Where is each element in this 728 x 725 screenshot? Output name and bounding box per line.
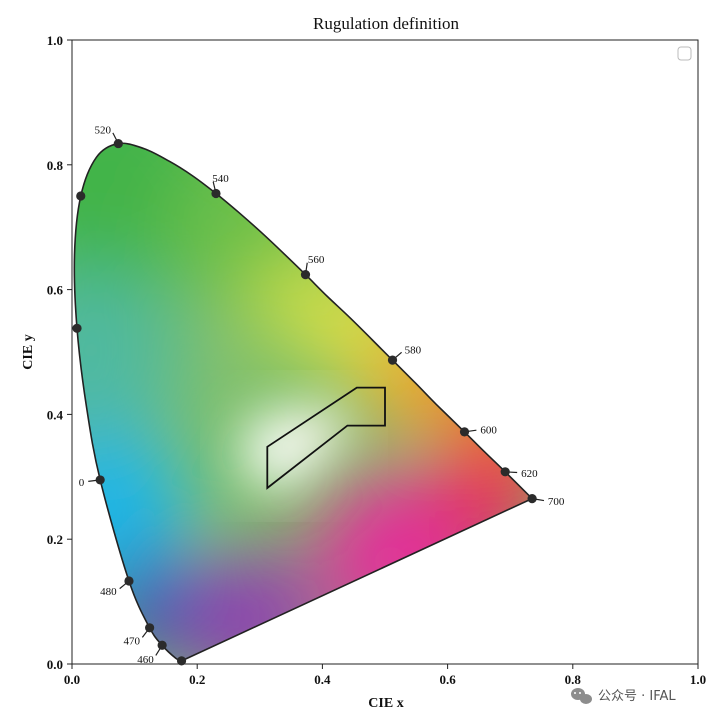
x-tick-label: 0.2 (189, 672, 205, 687)
wavelength-label: 560 (308, 254, 325, 266)
wavelength-marker (500, 467, 510, 477)
wechat-icon (571, 688, 592, 704)
wavelength-label: 470 (123, 636, 140, 648)
wavelength-label: 0 (79, 477, 85, 489)
chart-title: Rugulation definition (313, 14, 459, 33)
wavelength-label: 520 (95, 124, 112, 136)
wavelength-label: 700 (548, 496, 565, 508)
wavelength-tick (395, 351, 403, 358)
x-tick-label: 0.8 (565, 672, 582, 687)
y-tick-label: 0.4 (47, 407, 64, 422)
y-axis-label: CIE y (21, 334, 36, 369)
wavelength-tick (305, 262, 308, 271)
wavelength-label: 460 (137, 654, 154, 666)
x-tick-label: 0.4 (314, 672, 331, 687)
wavelength-tick (112, 132, 118, 141)
spectral-locus (73, 142, 534, 662)
y-tick-label: 0.2 (47, 532, 63, 547)
wavelength-marker (76, 191, 86, 201)
wavelength-tick (119, 583, 127, 590)
wavelength-label: 620 (521, 468, 538, 480)
wavelength-marker (72, 323, 82, 333)
wavelength-tick (468, 429, 477, 432)
y-tick-label: 0.0 (47, 657, 63, 672)
wavelength-tick (212, 181, 216, 190)
watermark: 公众号 · IFAL (571, 688, 676, 704)
wavelength-marker (527, 494, 537, 504)
x-tick-label: 1.0 (690, 672, 706, 687)
wavelength-tick (141, 630, 148, 638)
wavelength-label: 480 (100, 586, 117, 598)
wavelength-marker (211, 188, 221, 199)
wavelength-tick (535, 498, 545, 502)
legend-box[interactable] (677, 46, 692, 61)
y-tick-label: 1.0 (47, 33, 63, 48)
y-tick-label: 0.8 (47, 158, 64, 173)
wavelength-marker (300, 270, 311, 280)
wavelength-marker (95, 475, 105, 485)
wavelength-tick (88, 479, 97, 482)
wavelength-label: 540 (212, 173, 229, 185)
wavelength-marker (176, 656, 187, 666)
wavelength-label: 600 (480, 425, 497, 437)
y-axis: 0.0 0.2 0.4 0.6 0.8 1.0 CIE y (21, 33, 72, 672)
wavelength-marker (459, 427, 470, 437)
region-polygon (266, 386, 386, 490)
wavelength-marker (145, 623, 155, 633)
wavelength-marker (387, 355, 398, 365)
y-tick-label: 0.6 (47, 283, 64, 298)
x-tick-label: 0.6 (439, 672, 456, 687)
watermark-text: 公众号 · IFAL (598, 689, 676, 704)
x-axis-label: CIE x (368, 696, 403, 711)
x-axis: 0.0 0.2 0.4 0.6 0.8 1.0 CIE x (64, 664, 706, 711)
wavelength-tick (155, 648, 161, 656)
x-tick-label: 0.0 (64, 672, 80, 687)
wavelength-label: 580 (405, 345, 422, 357)
wavelength-marker (157, 640, 167, 650)
wavelength-marker (113, 138, 123, 149)
wavelength-marker (124, 576, 134, 586)
